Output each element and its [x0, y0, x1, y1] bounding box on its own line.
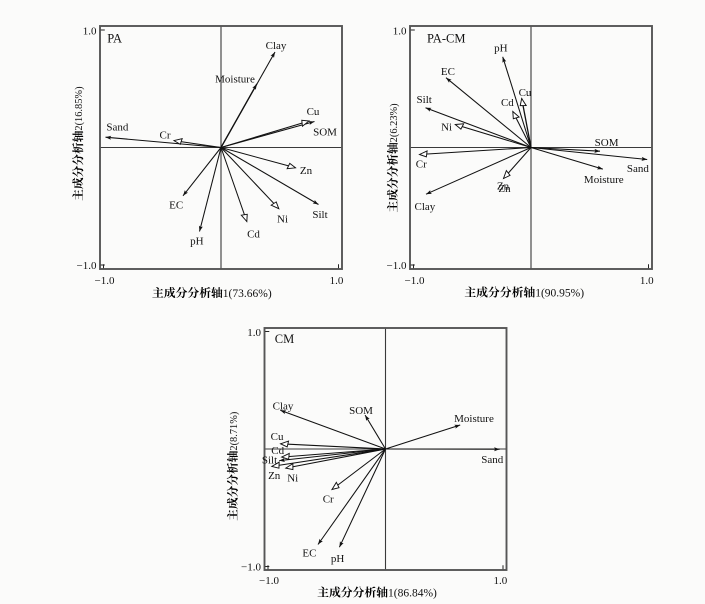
svg-text:Cd: Cd [247, 229, 260, 241]
svg-text:Zn: Zn [498, 183, 511, 195]
svg-text:EC: EC [441, 66, 455, 78]
svg-text:EC: EC [302, 548, 316, 560]
svg-text:1.0: 1.0 [247, 327, 261, 339]
svg-text:PA: PA [107, 32, 122, 46]
svg-text:Cr: Cr [416, 158, 427, 170]
svg-text:Zn: Zn [300, 165, 313, 177]
svg-text:2(8.71%): 2(8.71%) [229, 412, 240, 451]
svg-text:Clay: Clay [266, 40, 287, 52]
svg-text:Ni: Ni [287, 472, 298, 484]
svg-text:1.0: 1.0 [330, 275, 344, 287]
svg-text:EC: EC [169, 200, 183, 212]
svg-text:−1.0: −1.0 [387, 260, 407, 272]
svg-text:Cu: Cu [519, 87, 532, 99]
svg-text:1(86.84%): 1(86.84%) [388, 588, 437, 600]
svg-text:pH: pH [331, 553, 345, 565]
svg-text:SOM: SOM [595, 137, 619, 149]
svg-text:Cu: Cu [271, 431, 284, 443]
svg-text:PA-CM: PA-CM [427, 32, 465, 46]
svg-text:Sand: Sand [481, 454, 504, 466]
svg-text:Cr: Cr [323, 494, 334, 506]
svg-text:−1.0: −1.0 [259, 575, 279, 587]
svg-text:Clay: Clay [273, 400, 294, 412]
svg-text:−1.0: −1.0 [405, 275, 425, 287]
svg-text:CM: CM [275, 332, 294, 346]
svg-text:Silt: Silt [262, 454, 277, 466]
svg-text:pH: pH [190, 235, 204, 247]
svg-text:1(90.95%): 1(90.95%) [535, 288, 584, 300]
svg-text:Moisture: Moisture [454, 413, 494, 425]
svg-text:2(16.85%): 2(16.85%) [74, 86, 85, 130]
svg-text:Zn: Zn [497, 181, 510, 193]
svg-text:Cr: Cr [160, 130, 171, 142]
svg-text:−1.0: −1.0 [95, 275, 115, 287]
svg-text:Sand: Sand [627, 163, 650, 175]
svg-text:Cd: Cd [271, 445, 284, 457]
svg-text:−1.0: −1.0 [77, 260, 97, 272]
svg-text:2(6.23%): 2(6.23%) [389, 103, 400, 142]
svg-text:SOM: SOM [313, 126, 337, 138]
svg-text:1.0: 1.0 [494, 575, 508, 587]
svg-text:Silt: Silt [312, 209, 327, 221]
svg-text:Silt: Silt [417, 94, 432, 106]
svg-text:Moisture: Moisture [215, 73, 255, 85]
svg-text:1.0: 1.0 [83, 25, 97, 37]
svg-text:pH: pH [494, 42, 508, 54]
svg-text:−1.0: −1.0 [241, 561, 261, 573]
svg-text:Clay: Clay [415, 201, 436, 213]
svg-text:1(73.66%): 1(73.66%) [223, 288, 272, 300]
svg-text:Moisture: Moisture [584, 174, 624, 186]
svg-text:Ni: Ni [441, 121, 452, 133]
svg-text:Sand: Sand [106, 122, 129, 134]
svg-text:Zn: Zn [268, 470, 281, 482]
svg-text:1.0: 1.0 [393, 25, 407, 37]
svg-text:SOM: SOM [349, 405, 373, 417]
svg-text:Cd: Cd [501, 97, 514, 109]
svg-text:Cu: Cu [307, 106, 320, 118]
svg-text:Ni: Ni [277, 214, 288, 226]
svg-text:1.0: 1.0 [640, 275, 654, 287]
